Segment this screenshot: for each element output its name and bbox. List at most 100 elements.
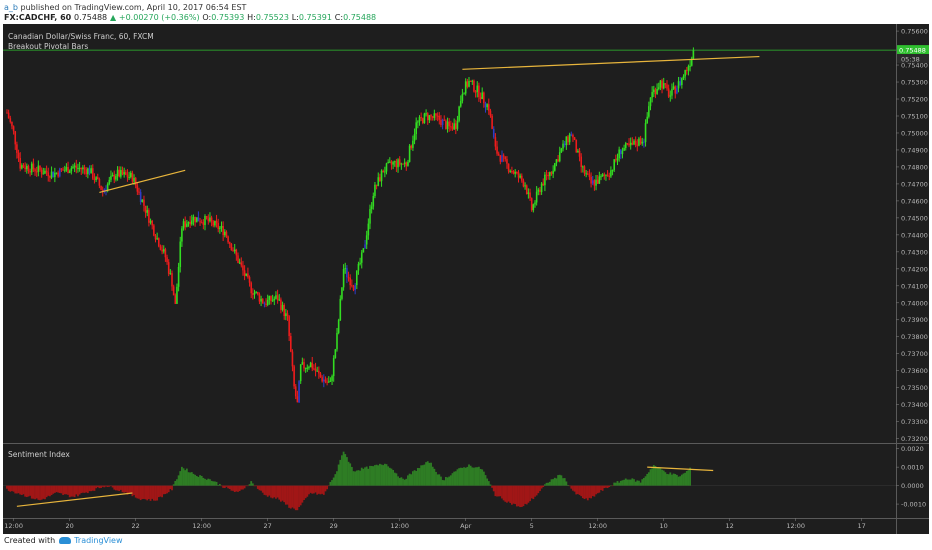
candle [384, 166, 386, 178]
candle-body [591, 180, 594, 184]
candle [648, 101, 650, 119]
author-link[interactable]: a_b [4, 3, 18, 12]
candle [605, 174, 607, 181]
candle [67, 161, 69, 174]
histogram-bar [501, 485, 503, 499]
histogram-bar [418, 468, 421, 486]
candle [379, 173, 381, 182]
histogram-bar [141, 485, 144, 500]
candle-body [248, 277, 251, 283]
candle-body [205, 216, 208, 219]
candle-body [87, 168, 89, 175]
candle-body [133, 177, 135, 182]
y-tick-label: 0.73500 [901, 384, 928, 392]
candle-body [199, 221, 201, 223]
candle-body [77, 167, 79, 169]
candle-body [441, 119, 444, 126]
candle [39, 165, 41, 172]
candle-body [100, 185, 102, 190]
histogram-bar [139, 485, 142, 501]
histogram-bar [494, 485, 497, 497]
candle [299, 364, 302, 384]
candle [512, 170, 515, 175]
histogram-bar [6, 485, 8, 489]
published-text: published on TradingView.com, April 10, … [20, 3, 247, 12]
histogram-bar [152, 485, 155, 501]
candle [687, 64, 690, 76]
tradingview-brand[interactable]: TradingView [74, 536, 123, 545]
candle [377, 172, 380, 187]
histogram-bar [402, 478, 404, 486]
histogram-bar [164, 485, 167, 495]
histogram-bar [90, 485, 93, 492]
histogram-bar [496, 485, 498, 497]
histogram-bar [555, 478, 558, 486]
histogram-bar [433, 468, 436, 486]
histogram-bar [618, 482, 621, 486]
candle-body [39, 165, 41, 170]
chart-frame[interactable]: 0.75600 0.75400 0.75300 0.75200 0.75100 0.750… [3, 24, 929, 534]
chart-canvas[interactable]: 0.75600 0.75400 0.75300 0.75200 0.75100 0.750… [3, 24, 929, 534]
histogram-bar [278, 485, 281, 500]
candle-body [572, 134, 574, 138]
candle-body [286, 313, 289, 317]
candle-body [349, 277, 351, 286]
candle [88, 165, 91, 176]
candle [181, 226, 183, 247]
histogram-bar [481, 469, 484, 486]
open-value: 0.75393 [211, 13, 245, 22]
histogram-bar [680, 474, 683, 486]
candle [327, 376, 330, 383]
candle-body [230, 243, 233, 251]
candle [245, 273, 248, 277]
histogram-bar [65, 485, 68, 495]
candle-body [605, 174, 607, 176]
histogram-bar [12, 485, 15, 492]
candle-body [258, 294, 261, 302]
candle-body [517, 172, 520, 178]
candle [63, 165, 66, 173]
histogram-bar [379, 463, 381, 486]
candle [37, 160, 40, 177]
candle [624, 141, 627, 151]
candle [205, 215, 208, 220]
candle-body [357, 263, 360, 271]
sentiment-trendline [16, 492, 133, 507]
histogram-bar [319, 485, 322, 495]
histogram-bar [103, 485, 106, 488]
sentiment-trendline [647, 466, 714, 472]
histogram-bar [176, 479, 178, 486]
histogram-bar [44, 485, 46, 500]
histogram-bar [595, 485, 597, 495]
candle [618, 146, 620, 162]
histogram-bar [405, 478, 408, 486]
histogram-bar [466, 466, 469, 486]
histogram-bar [354, 471, 357, 486]
candle [464, 78, 467, 96]
candle [311, 356, 314, 372]
candle-body [181, 228, 183, 242]
histogram-bar [134, 485, 137, 498]
histogram-bar [181, 466, 183, 486]
candle-body [42, 173, 45, 175]
candle [22, 163, 25, 169]
candle [362, 248, 365, 253]
candle-body [134, 177, 137, 186]
candle [656, 83, 658, 95]
histogram-bar [672, 473, 675, 486]
candle-body [583, 166, 586, 174]
candle [344, 262, 347, 274]
histogram-bar [171, 485, 173, 491]
candle [537, 187, 540, 196]
candle [59, 167, 61, 178]
histogram-bar [619, 480, 622, 486]
histogram-bar [25, 485, 28, 498]
candle [590, 172, 592, 188]
candle [90, 165, 92, 174]
histogram-bar [438, 474, 441, 486]
histogram-bar [506, 485, 508, 503]
candle [334, 348, 337, 359]
histogram-bar [182, 468, 185, 486]
candle [83, 164, 86, 175]
candle-body [210, 217, 213, 222]
